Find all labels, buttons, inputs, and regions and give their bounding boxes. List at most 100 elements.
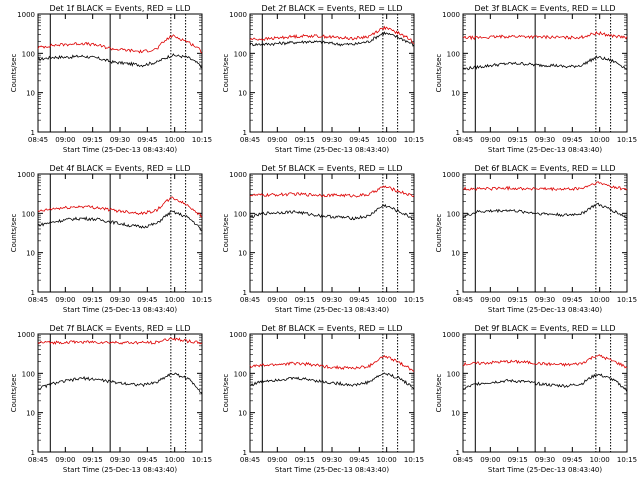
x-tick-label: 09:30	[535, 136, 555, 144]
x-tick-label: 09:15	[508, 456, 528, 464]
x-tick-label: 09:00	[267, 136, 287, 144]
x-tick-label: 09:15	[83, 296, 103, 304]
x-axis-label: Start Time (25-Dec-13 08:43:40)	[275, 466, 389, 474]
detector-panel: Det 4f BLACK = Events, RED = LLD 1 10 100 10…	[10, 164, 212, 314]
x-tick-label: 08:45	[28, 296, 48, 304]
y-tick-label: 100	[234, 50, 247, 58]
x-tick-label: 09:00	[267, 456, 287, 464]
x-tick-label: 08:45	[453, 296, 473, 304]
lld-series-line	[249, 355, 415, 372]
y-tick-label: 1000	[442, 331, 460, 339]
lld-series-line	[249, 25, 415, 45]
x-tick-label: 09:15	[295, 296, 315, 304]
panel-title: Det 3f BLACK = Events, RED = LLD	[474, 4, 615, 13]
x-tick-label: 10:15	[617, 296, 637, 304]
x-tick-label: 08:45	[453, 136, 473, 144]
x-tick-label: 09:30	[535, 296, 555, 304]
events-series-line	[37, 210, 202, 232]
y-tick-label: 1	[456, 129, 460, 137]
x-tick-label: 08:45	[28, 136, 48, 144]
y-tick-label: 100	[234, 210, 247, 218]
y-tick-label: 1	[456, 289, 460, 297]
x-tick-label: 10:15	[617, 136, 637, 144]
y-axis-label: Counts/sec	[222, 374, 230, 413]
events-series-line	[249, 372, 415, 390]
y-tick-label: 10	[238, 90, 247, 98]
y-axis-label: Counts/sec	[10, 374, 18, 413]
x-tick-label: 10:15	[404, 456, 424, 464]
x-tick-label: 09:30	[322, 456, 342, 464]
detector-panel: Det 9f BLACK = Events, RED = LLD 1 10 100 10…	[435, 324, 637, 474]
panel-title: Det 6f BLACK = Events, RED = LLD	[474, 164, 615, 173]
y-axis-label: Counts/sec	[222, 214, 230, 253]
y-tick-label: 100	[447, 210, 460, 218]
plot-frame	[462, 13, 628, 133]
panel-title: Det 4f BLACK = Events, RED = LLD	[49, 164, 190, 173]
y-tick-label: 1000	[229, 11, 247, 19]
y-tick-label: 100	[447, 50, 460, 58]
plot-frame	[37, 333, 203, 453]
x-tick-label: 09:30	[322, 136, 342, 144]
detector-panel: Det 5f BLACK = Events, RED = LLD 1 10 100 10…	[222, 164, 424, 314]
plot-frame	[249, 13, 415, 133]
x-tick-label: 08:45	[240, 136, 260, 144]
y-axis-label: Counts/sec	[435, 54, 443, 93]
lld-series-line	[37, 337, 203, 345]
y-tick-label: 10	[451, 90, 460, 98]
x-axis-label: Start Time (25-Dec-13 08:43:40)	[63, 146, 177, 154]
y-tick-label: 100	[22, 50, 35, 58]
x-tick-label: 09:45	[562, 456, 582, 464]
y-tick-label: 100	[234, 370, 247, 378]
plot-frame	[249, 173, 415, 293]
x-tick-label: 09:45	[137, 456, 157, 464]
x-tick-label: 08:45	[28, 456, 48, 464]
x-tick-label: 10:15	[617, 456, 637, 464]
x-tick-label: 09:15	[508, 136, 528, 144]
events-series-line	[37, 372, 203, 395]
y-tick-label: 1000	[229, 331, 247, 339]
lld-series-line	[463, 181, 628, 192]
x-tick-label: 09:15	[83, 136, 103, 144]
x-tick-label: 09:45	[137, 136, 157, 144]
panel-title: Det 1f BLACK = Events, RED = LLD	[49, 4, 190, 13]
y-tick-label: 10	[451, 410, 460, 418]
y-tick-label: 1	[243, 449, 247, 457]
y-tick-label: 100	[447, 370, 460, 378]
y-tick-label: 10	[238, 410, 247, 418]
x-tick-label: 10:15	[192, 136, 212, 144]
y-tick-label: 1000	[229, 171, 247, 179]
events-series-line	[249, 203, 415, 221]
detector-panel: Det 3f BLACK = Events, RED = LLD 1 10 100 10…	[435, 4, 637, 154]
y-tick-label: 1	[31, 129, 35, 137]
x-tick-label: 10:00	[590, 296, 610, 304]
y-tick-label: 1	[456, 449, 460, 457]
x-tick-label: 09:45	[137, 296, 157, 304]
lld-series-line	[462, 31, 628, 41]
x-tick-label: 09:00	[55, 456, 75, 464]
x-tick-label: 09:30	[110, 456, 130, 464]
x-tick-label: 10:00	[590, 136, 610, 144]
x-tick-label: 10:15	[192, 296, 212, 304]
x-tick-label: 09:00	[55, 136, 75, 144]
y-tick-label: 1000	[17, 331, 35, 339]
x-tick-label: 10:15	[404, 136, 424, 144]
x-tick-label: 09:00	[267, 296, 287, 304]
panel-title: Det 8f BLACK = Events, RED = LLD	[261, 324, 402, 333]
y-axis-label: Counts/sec	[222, 54, 230, 93]
detector-panel: Det 7f BLACK = Events, RED = LLD 1 10 100 10…	[10, 324, 212, 474]
y-axis-label: Counts/sec	[435, 374, 443, 413]
y-tick-label: 10	[26, 250, 35, 258]
plot-frame	[37, 13, 203, 133]
plot-frame	[249, 333, 415, 453]
plot-frame	[462, 333, 628, 453]
x-tick-label: 09:30	[110, 296, 130, 304]
x-tick-label: 09:30	[535, 456, 555, 464]
x-tick-label: 10:00	[165, 136, 185, 144]
x-tick-label: 08:45	[453, 456, 473, 464]
y-tick-label: 1000	[17, 171, 35, 179]
y-tick-label: 10	[26, 90, 35, 98]
x-tick-label: 09:15	[83, 456, 103, 464]
x-tick-label: 09:45	[562, 296, 582, 304]
x-tick-label: 10:15	[192, 456, 212, 464]
detector-panel: Det 2f BLACK = Events, RED = LLD 1 10 100 10…	[222, 4, 424, 154]
